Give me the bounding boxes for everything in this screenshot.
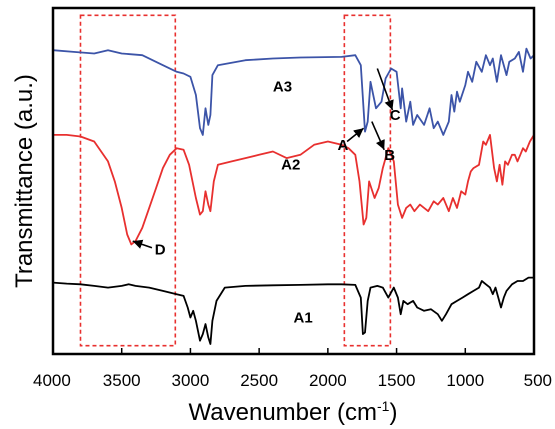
annotation-label-c: C	[390, 107, 401, 124]
x-axis-ticks: 4000 3500 3000 2500 2000 1500 1000 500	[33, 348, 552, 390]
y-axis-title: Transmittance (a.u.)	[11, 74, 38, 288]
series-line-a1	[52, 276, 534, 345]
annotation-arrow-b	[371, 121, 385, 151]
series-label-a2: A2	[281, 157, 300, 174]
x-tick-label-2000: 2000	[309, 371, 347, 390]
series-layer	[52, 47, 535, 345]
x-tick-label-2500: 2500	[240, 371, 278, 390]
x-axis-title-superscript: -1	[377, 398, 390, 414]
series-label-a1: A1	[294, 309, 313, 326]
annotation-label-d: D	[155, 241, 166, 258]
x-tick-label-1500: 1500	[378, 371, 416, 390]
plot-frame	[51, 6, 536, 356]
x-axis-title: Wavenumber (cm-1)	[189, 398, 398, 426]
x-tick-label-3000: 3000	[172, 371, 210, 390]
highlight-region-2	[343, 14, 392, 347]
x-axis-title-close: )	[389, 399, 397, 426]
annotation-arrow-c	[376, 68, 394, 111]
series-label-a3: A3	[273, 79, 292, 96]
x-tick-label-4000: 4000	[33, 371, 71, 390]
series-line-a2	[53, 134, 535, 246]
x-tick-label-500: 500	[524, 371, 552, 390]
annotation-label-b: B	[384, 147, 395, 164]
annotation-arrow-a	[346, 127, 365, 143]
annotation-arrow-d	[132, 239, 153, 249]
highlight-region-1	[79, 14, 177, 347]
annotations: A B C D	[132, 68, 401, 258]
highlight-regions	[79, 14, 392, 347]
x-axis-title-text: Wavenumber (cm	[189, 399, 377, 426]
series-labels: A3 A2 A1	[273, 79, 313, 327]
x-tick-label-3500: 3500	[103, 371, 141, 390]
x-tick-label-1000: 1000	[446, 371, 484, 390]
annotation-label-a: A	[338, 137, 349, 154]
series-line-a3	[52, 47, 535, 136]
